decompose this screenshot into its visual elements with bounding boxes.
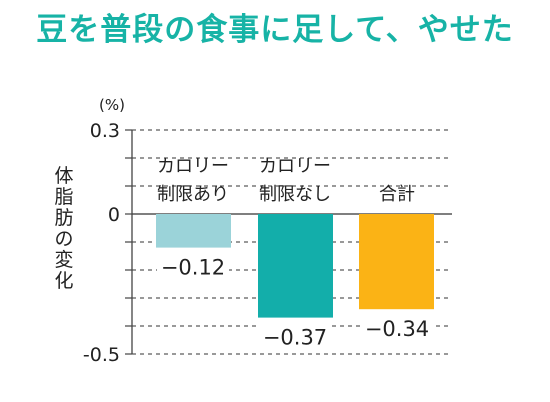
value-label-bg	[259, 324, 331, 350]
value-label-bg	[361, 316, 433, 342]
value-label-bg	[157, 254, 229, 280]
y-axis-label-char: 体	[54, 165, 73, 187]
y-axis-label-char: 脂	[54, 186, 73, 208]
category-label-line: カロリー	[157, 156, 229, 177]
y-axis-label-char: 肪	[54, 207, 73, 229]
bars	[156, 214, 434, 318]
y-unit-label: (%)	[99, 96, 125, 114]
y-tick-label: 0.3	[90, 120, 120, 142]
category-label-line: 制限あり	[157, 184, 229, 205]
y-axis-label-char: 化	[54, 270, 73, 292]
y-axis-label-char: の	[54, 228, 73, 250]
category-label-line: 制限なし	[259, 184, 331, 205]
chart-title: 豆を普段の食事に足して、やせた	[36, 12, 514, 48]
value-label: −0.34	[365, 317, 429, 341]
category-label-line: カロリー	[259, 156, 331, 177]
y-tick-label: 0	[108, 204, 120, 226]
y-axis-label-char: 変	[54, 249, 73, 271]
bar	[156, 214, 231, 248]
bar	[258, 214, 333, 318]
bar	[359, 214, 434, 310]
value-label: −0.37	[263, 326, 327, 350]
y-tick-label: -0.5	[83, 344, 120, 366]
category-label-line: 合計	[379, 184, 415, 205]
category-label: 合計	[379, 184, 415, 205]
value-label: −0.12	[161, 256, 225, 280]
